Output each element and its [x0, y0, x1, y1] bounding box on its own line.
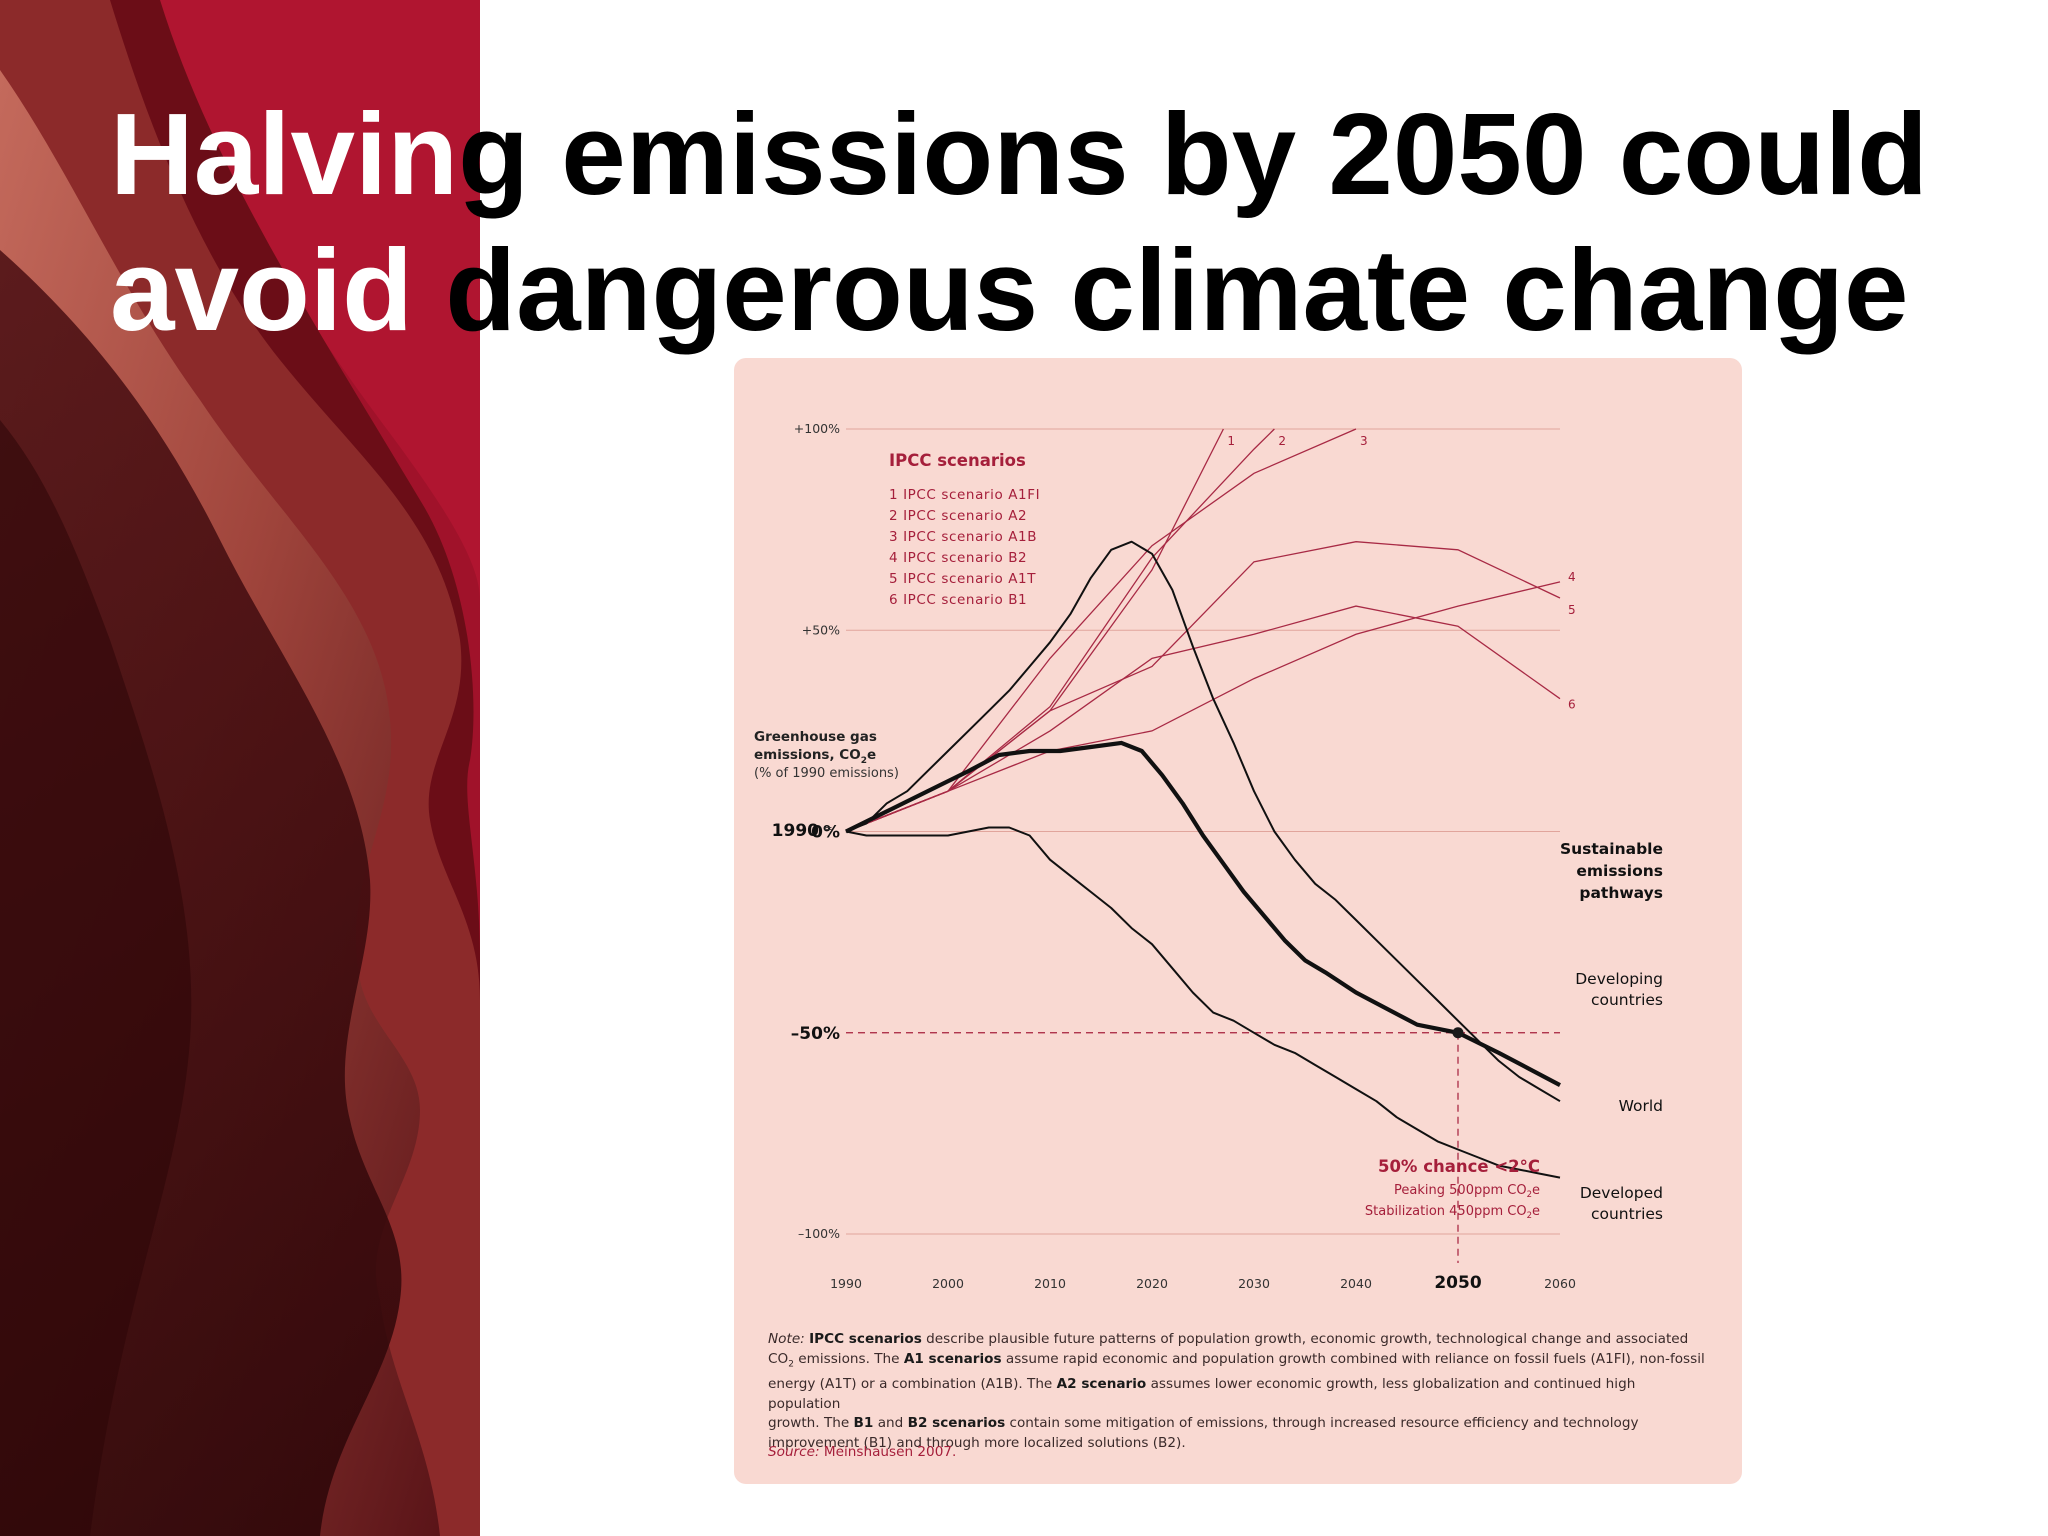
y-tick-label: –100%	[798, 1226, 840, 1241]
x-tick-label: 2000	[932, 1276, 964, 1291]
chance-title: 50% chance <2°C	[1378, 1157, 1540, 1176]
ipcc-legend-item: 1 IPCC scenario A1FI	[889, 487, 1040, 503]
footnote-text: describe plausible future patterns of po…	[921, 1331, 1689, 1347]
pathway-line	[845, 540, 1561, 1103]
ipcc-legend-item: 6 IPCC scenario B1	[889, 592, 1027, 608]
world-2050-marker	[1452, 1027, 1464, 1039]
ipcc-scenario-labels: 1 2 3 4 5 6	[1227, 434, 1575, 712]
chance-line1-end: e	[1532, 1183, 1540, 1198]
ipcc-scenario-label: 5	[1568, 603, 1576, 617]
baseline-equals-sign: =	[823, 822, 832, 835]
chance-line1-sub: 2	[1527, 1190, 1532, 1200]
footnote-text: emissions. The	[793, 1350, 904, 1367]
developed-label-line1: Developed	[1580, 1184, 1663, 1202]
y-axis-label-line1: Greenhouse gas	[754, 729, 877, 745]
y-tick-label: 0%	[811, 823, 840, 843]
y-tick-labels: +100% +50% 0% –50% –100%	[791, 421, 840, 1241]
title-line-2-black: dangerous climate change	[412, 225, 1909, 355]
world-label: World	[1619, 1097, 1663, 1115]
sustainable-label-line: pathways	[1579, 884, 1663, 902]
title-line-1-black: g emissions by 2050 could	[458, 89, 1929, 219]
pathway-lines	[845, 540, 1561, 1179]
emissions-chart: +100% +50% 0% –50% –100% 1990 2000 2010 2020 203…	[754, 421, 1663, 1293]
x-tick-label: 2050	[1434, 1273, 1481, 1293]
footnote-text: contain some mitigation of emissions, th…	[1005, 1415, 1639, 1432]
ipcc-scenario-label: 2	[1278, 434, 1286, 448]
ipcc-legend-item: 4 IPCC scenario B2	[889, 550, 1027, 566]
x-tick-label: 2020	[1136, 1276, 1168, 1291]
footnote-term: A1 scenarios	[903, 1350, 1002, 1367]
developing-label-line2: countries	[1591, 991, 1663, 1009]
chance-line2-sub: 2	[1527, 1211, 1532, 1221]
ipcc-scenario-line	[845, 581, 1561, 833]
chance-line2-main: Stabilization 450ppm CO	[1365, 1204, 1527, 1219]
ipcc-legend-item: 3 IPCC scenario A1B	[889, 529, 1037, 545]
y-tick-label: –50%	[791, 1024, 840, 1044]
ipcc-scenario-label: 3	[1360, 434, 1368, 448]
y-tick-label: +100%	[794, 421, 840, 436]
footnote-text: improvement (B1) and through more locali…	[768, 1434, 1186, 1451]
y-axis-label-line2: emissions, CO2e	[754, 747, 876, 766]
x-tick-labels: 1990 2000 2010 2020 2030 2040 2050 2060	[830, 1273, 1576, 1293]
ipcc-scenario-label: 6	[1568, 698, 1576, 712]
footnote-text: assumes lower economic growth, less glob…	[768, 1375, 1636, 1412]
sustainable-label-line: emissions	[1576, 862, 1663, 880]
footnote-term: IPCC scenarios	[809, 1331, 922, 1347]
slide-title: Halving emissions by 2050 could avoid da…	[110, 86, 1990, 358]
developed-label-line2: countries	[1591, 1205, 1663, 1223]
chance-line1: Peaking 500ppm CO2e	[1394, 1183, 1540, 1200]
title-line-1: Halving emissions by 2050 could	[110, 86, 1990, 222]
chance-annotation: 50% chance <2°C Peaking 500ppm CO2e Stab…	[1365, 1157, 1540, 1221]
y-tick-label: +50%	[802, 622, 840, 637]
ipcc-scenario-line	[845, 605, 1561, 833]
ipcc-scenario-label: 1	[1227, 434, 1235, 448]
title-line-2: avoid dangerous climate change	[110, 222, 1990, 358]
x-tick-label: 1990	[830, 1276, 862, 1291]
developing-label-line1: Developing	[1575, 970, 1663, 988]
footnote-text: assume rapid economic and population gro…	[1001, 1350, 1705, 1367]
pathway-series-labels: Developing countries World Developed cou…	[1575, 970, 1663, 1223]
footnote-term: A2 scenario	[1056, 1375, 1147, 1392]
chart-panel: +100% +50% 0% –50% –100% 1990 2000 2010 2020 203…	[734, 358, 1742, 1484]
red-silhouette-background	[0, 0, 480, 1536]
y-axis-label-line2-end: e	[867, 747, 876, 763]
pathway-line	[845, 826, 1561, 1179]
ipcc-scenario-line	[845, 541, 1561, 833]
chart-source: Source: Meinshausen 2007.	[768, 1444, 956, 1460]
footnote-text: CO	[768, 1350, 789, 1367]
ipcc-scenario-lines	[845, 428, 1561, 833]
ipcc-legend-item: 5 IPCC scenario A1T	[889, 571, 1036, 587]
footnote-subscript: 2	[788, 1359, 794, 1370]
x-tick-label: 2010	[1034, 1276, 1066, 1291]
chance-line2-end: e	[1532, 1204, 1540, 1219]
title-line-2-white: avoid	[110, 225, 413, 355]
footnote-text: energy (A1T) or a combination (A1B). The	[768, 1375, 1057, 1392]
footnote-term: B1	[853, 1415, 874, 1432]
pathway-line	[845, 740, 1561, 1087]
ipcc-scenario-label: 4	[1568, 570, 1576, 584]
x-tick-label: 2030	[1238, 1276, 1270, 1291]
chance-line2: Stabilization 450ppm CO2e	[1365, 1204, 1540, 1221]
footnote-note-label: Note:	[768, 1331, 805, 1347]
chance-line1-main: Peaking 500ppm CO	[1394, 1183, 1527, 1198]
source-text: Meinshausen 2007.	[819, 1444, 957, 1460]
y-axis-label-line3: (% of 1990 emissions)	[754, 766, 899, 781]
footnote-term: B2 scenarios	[907, 1415, 1006, 1432]
source-label: Source:	[768, 1444, 820, 1460]
sustainable-pathways-label: Sustainable emissions pathways	[1560, 840, 1663, 902]
ipcc-legend-item: 2 IPCC scenario A2	[889, 508, 1027, 524]
baseline-year-label: 1990	[772, 821, 819, 841]
x-tick-label: 2060	[1544, 1276, 1576, 1291]
ipcc-legend-items: 1 IPCC scenario A1FI 2 IPCC scenario A2 …	[889, 487, 1040, 608]
title-line-1-white: Halvin	[110, 89, 459, 219]
y-axis-label-line2-sub: 2	[861, 756, 867, 766]
ipcc-legend-title: IPCC scenarios	[889, 451, 1026, 470]
footnote-text: and	[873, 1415, 908, 1432]
sustainable-label-line: Sustainable	[1560, 840, 1663, 858]
y-axis-label-line2-main: emissions, CO	[754, 747, 861, 763]
footnote-text: growth. The	[768, 1415, 854, 1432]
chart-footnote: Note: IPCC scenarios describe plausible …	[768, 1330, 1708, 1453]
x-tick-label: 2040	[1340, 1276, 1372, 1291]
